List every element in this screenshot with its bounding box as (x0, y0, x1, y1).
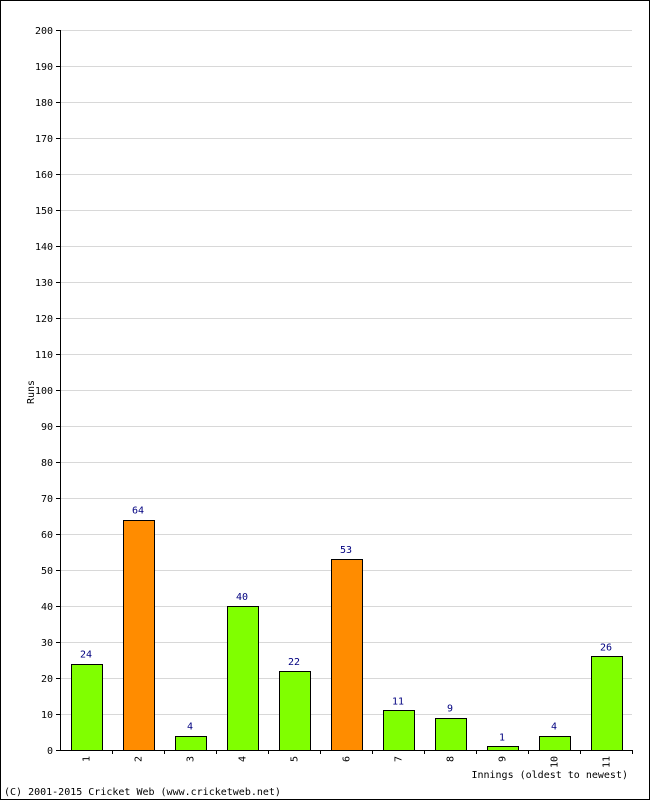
y-tick-label: 70 (41, 494, 53, 505)
x-tick-label: 6 (342, 756, 353, 762)
x-tick-label: 1 (82, 756, 93, 762)
x-tick-label: 8 (446, 756, 457, 762)
x-tick-label: 11 (602, 756, 613, 768)
data-labels: 24 64 4 40 22 53 11 9 1 4 26 (80, 506, 612, 744)
bar-value-label: 1 (499, 732, 505, 743)
bar (435, 718, 467, 751)
bar-value-label: 4 (187, 722, 193, 733)
y-tick-label: 140 (35, 242, 53, 253)
y-tick-label: 0 (47, 746, 53, 757)
y-tick-label: 100 (35, 386, 53, 397)
bar-value-label: 40 (236, 592, 248, 603)
copyright-text: (C) 2001-2015 Cricket Web (www.cricketwe… (4, 787, 281, 798)
bar (279, 671, 311, 751)
y-tick-label: 110 (35, 350, 53, 361)
y-tick-label: 170 (35, 134, 53, 145)
x-tick-label: 7 (394, 756, 405, 762)
y-tick-label: 10 (41, 710, 53, 721)
bar-value-label: 4 (551, 722, 557, 733)
y-tick-label: 180 (35, 98, 53, 109)
bar-value-label: 26 (600, 642, 612, 653)
axes (60, 30, 632, 751)
y-axis-title: Runs (26, 380, 37, 404)
y-tick-label: 80 (41, 458, 53, 469)
y-tick-label: 90 (41, 422, 53, 433)
y-tick-label: 20 (41, 674, 53, 685)
bar (227, 606, 259, 751)
y-tick-label: 150 (35, 206, 53, 217)
y-tick-label: 50 (41, 566, 53, 577)
bar (487, 746, 519, 751)
gridlines (60, 30, 632, 715)
bar-value-label: 11 (392, 696, 404, 707)
bar-value-label: 24 (80, 650, 92, 661)
bar (71, 664, 103, 751)
bar-value-label: 64 (132, 506, 144, 517)
y-tick-label: 190 (35, 62, 53, 73)
bar-value-label: 9 (447, 704, 453, 715)
bar (591, 656, 623, 751)
y-tick-label: 200 (35, 26, 53, 37)
bar (383, 710, 415, 751)
bar-value-label: 53 (340, 545, 352, 556)
x-tick-labels: 1 2 3 4 5 6 7 8 9 10 11 (82, 750, 633, 768)
y-tick-labels: 0 10 20 30 40 50 60 70 80 90 100 110 120 130 140 150 160… (35, 26, 60, 757)
x-tick-label: 5 (290, 756, 301, 762)
bar (175, 736, 207, 751)
x-tick-label: 9 (498, 756, 509, 762)
y-tick-label: 40 (41, 602, 53, 613)
x-axis-title: Innings (oldest to newest) (471, 770, 628, 781)
y-tick-label: 130 (35, 278, 53, 289)
bar (539, 736, 571, 751)
y-tick-label: 60 (41, 530, 53, 541)
y-tick-label: 120 (35, 314, 53, 325)
x-tick-label: 2 (134, 756, 145, 762)
x-tick-label: 4 (238, 756, 249, 762)
bar-value-label: 22 (288, 657, 300, 668)
x-tick-label: 3 (186, 756, 197, 762)
bar (123, 520, 155, 751)
x-tick-label: 10 (550, 756, 561, 768)
y-tick-label: 160 (35, 170, 53, 181)
y-tick-label: 30 (41, 638, 53, 649)
bars (71, 520, 623, 751)
bar (331, 559, 363, 751)
